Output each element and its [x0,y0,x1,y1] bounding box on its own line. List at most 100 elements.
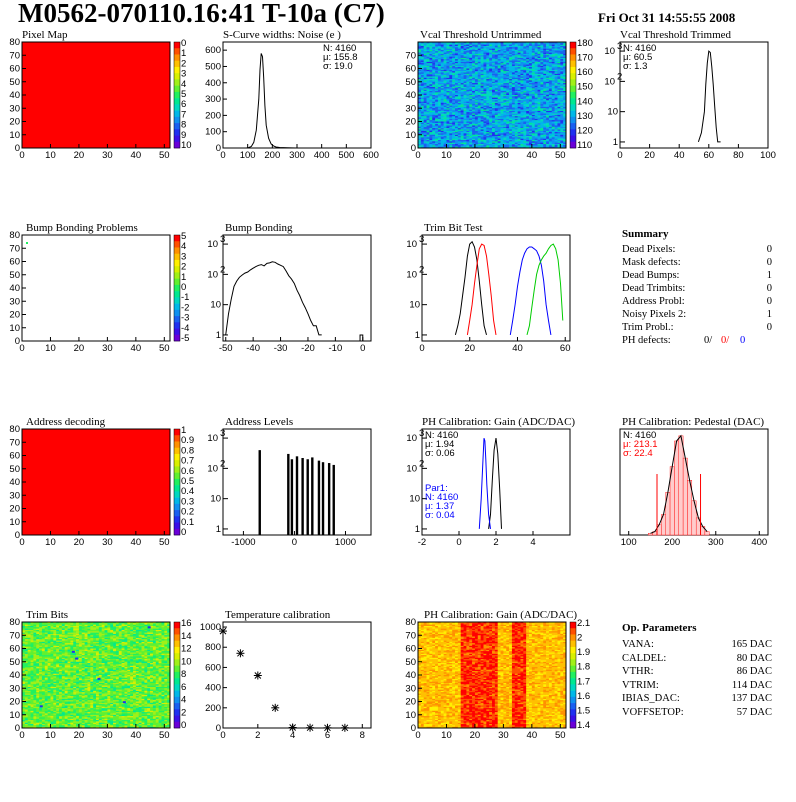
y-tick-label: 60 [9,64,20,75]
x-tick-label: 20 [74,537,85,548]
param-label: Mask defects: [622,257,681,268]
palette-swatch [570,117,576,124]
stat-text: σ: 19.0 [323,61,353,72]
x-tick-label: 40 [674,150,685,161]
y-tick-label: 10 [9,517,20,528]
palette-swatch [570,98,576,105]
level-bar [333,465,335,535]
x-tick-label: 10 [45,537,56,548]
y-tick-label: 10 [210,494,221,505]
x-tick-label: 0 [456,537,461,548]
stat-text: σ: 1.3 [623,61,647,72]
palette-swatch [174,454,180,461]
palette-swatch [174,504,180,511]
y-tick-exponent: 2 [419,264,424,275]
palette-swatch [174,329,180,336]
palette-swatch [174,260,180,267]
y-tick-label: 10 [207,239,218,250]
palette-label: 160 [577,67,593,78]
series-line-blue [479,438,490,529]
palette-swatch [174,241,180,248]
palette-swatch [174,523,180,530]
param-row: Dead Trimbits:0 [622,283,772,294]
heat-cells [22,42,170,148]
palette-swatch [570,86,576,93]
param-row: Noisy Pixels 2:1 [622,309,772,320]
y-tick-label: 60 [9,451,20,462]
y-tick-label: 10 [604,76,615,87]
y-tick-exponent: 3 [220,428,225,439]
x-tick-label: 600 [363,150,379,161]
timestamp: Fri Oct 31 14:55:55 2008 [598,10,735,26]
palette-swatch [174,435,180,442]
ph-defects-row: PH defects: 0/ 0/ 0 [622,335,772,346]
y-tick-label: 80 [9,230,20,241]
x-tick-label: -50 [219,343,233,354]
y-tick-label: 10 [607,107,618,118]
palette-swatch [174,254,180,261]
x-tick-label: 20 [74,343,85,354]
x-tick-label: 4 [530,537,535,548]
x-tick-label: 10 [441,150,452,161]
param-value: 0 [767,283,772,294]
series-line-red [467,244,496,335]
palette-swatch [174,42,180,49]
x-tick-label: 1000 [335,537,356,548]
y-tick-label: 0 [411,143,416,154]
x-tick-label: 10 [45,150,56,161]
x-tick-label: 30 [498,150,509,161]
y-tick-exponent: 2 [220,264,225,275]
palette-swatch [174,117,180,124]
y-tick-label: 10 [207,463,218,474]
palette-swatch [174,272,180,279]
y-tick-label: 40 [9,283,20,294]
x-tick-label: -40 [246,343,260,354]
palette-label: 110 [577,140,592,151]
x-tick-label: -10 [329,343,343,354]
palette-swatch [570,48,576,55]
y-tick-label: 60 [405,64,416,75]
palette-label: 180 [577,38,593,49]
y-tick-label: 70 [9,243,20,254]
x-tick-label: 30 [102,343,113,354]
series-line-black [455,242,486,335]
param-row: Mask defects:0 [622,257,772,268]
pedestal-bar [648,533,652,535]
y-tick-label: 40 [9,90,20,101]
palette-swatch [174,291,180,298]
level-bar [291,459,293,535]
x-tick-label: 100 [621,537,637,548]
palette-swatch [174,266,180,273]
y-tick-label: 10 [406,433,417,444]
palette-label: 140 [577,96,593,107]
palette-label: 10 [181,140,192,151]
param-row: Dead Pixels:0 [622,244,772,255]
level-bar [311,457,313,535]
x-tick-label: 0 [19,343,24,354]
x-tick-label: -2 [418,537,426,548]
histogram-line [698,51,720,142]
palette-swatch [174,129,180,136]
x-tick-label: 30 [102,150,113,161]
palette-swatch [174,104,180,111]
palette-swatch [174,441,180,448]
y-tick-label: 40 [9,477,20,488]
palette-swatch [174,310,180,317]
y-tick-label: 70 [405,50,416,61]
x-tick-label: 50 [555,150,566,161]
palette-swatch [174,297,180,304]
palette-swatch [174,247,180,254]
palette-swatch [174,79,180,86]
palette-swatch [174,510,180,517]
x-tick-label: 80 [733,150,744,161]
y-tick-label: 10 [9,323,20,334]
